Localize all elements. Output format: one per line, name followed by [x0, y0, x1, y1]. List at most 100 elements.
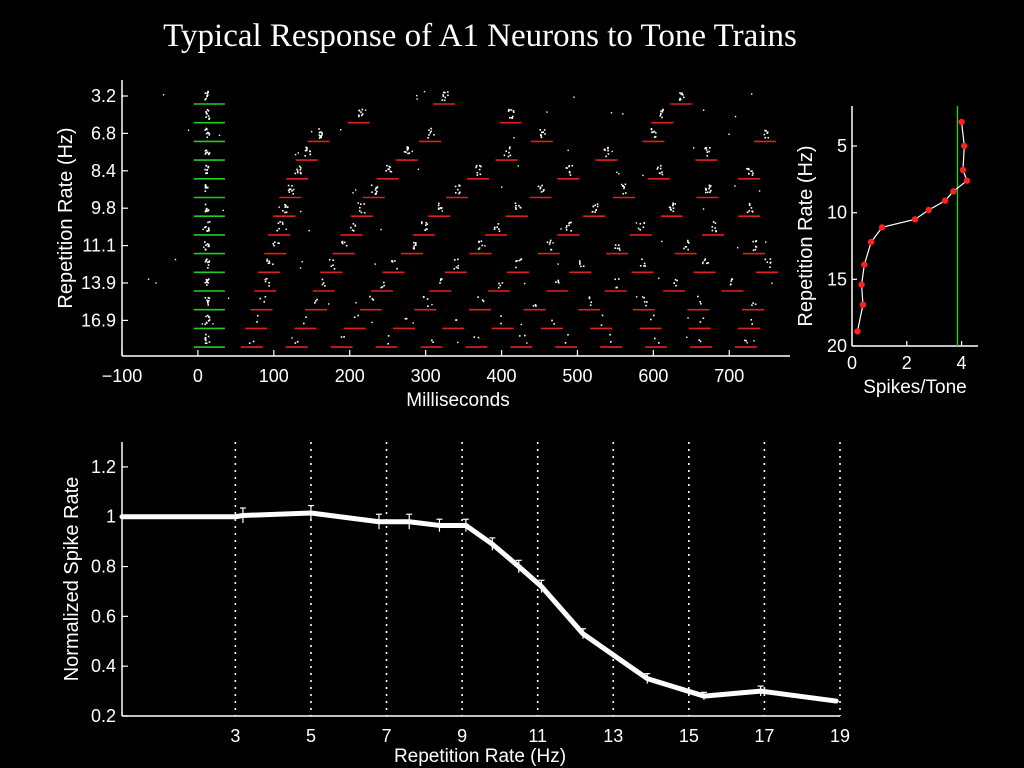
spike-dot — [687, 248, 689, 251]
spike-dot — [284, 206, 286, 208]
spike-dot — [657, 166, 659, 169]
spike-dot — [288, 188, 291, 190]
spike-dot — [212, 323, 214, 325]
spike-dot — [659, 172, 661, 175]
spike-dot — [387, 343, 390, 345]
rate-series-line — [119, 510, 839, 704]
spike-dot — [387, 335, 390, 337]
spike-dot — [515, 266, 517, 269]
spike-dot — [206, 172, 208, 174]
spike-dot — [552, 242, 554, 244]
rate-x-axis-label: Repetition Rate (Hz) — [394, 746, 566, 767]
spikes-data-point — [861, 261, 868, 268]
spike-dot — [431, 339, 433, 342]
spikes-data-point — [859, 301, 867, 308]
spike-dot — [405, 151, 407, 153]
spike-dot — [708, 187, 710, 190]
raster-x-tick-label: 400 — [487, 366, 517, 386]
spike-dot — [494, 226, 496, 229]
spike-dot — [643, 265, 645, 267]
spike-dot — [675, 284, 677, 287]
spike-dot — [514, 202, 517, 205]
rate-x-tick-label: 11 — [528, 726, 547, 746]
spike-dot — [661, 111, 664, 113]
spike-dot — [637, 227, 640, 230]
spike-dot — [686, 336, 688, 338]
spike-dot — [204, 98, 206, 101]
spike-dot — [345, 244, 348, 247]
spike-dot — [425, 224, 427, 227]
spike-dot — [386, 164, 388, 167]
spike-dot — [371, 298, 374, 300]
spike-dot — [639, 264, 642, 267]
spike-dot — [711, 226, 714, 228]
spike-dot — [656, 168, 659, 170]
spike-dot — [623, 187, 625, 190]
spike-dot — [518, 259, 521, 262]
spike-dot — [442, 91, 445, 94]
spike-dot — [320, 136, 322, 139]
spike-dot — [476, 172, 479, 174]
spike-dot — [204, 241, 206, 243]
spike-dot — [285, 204, 287, 207]
spike-dot — [207, 165, 210, 168]
spike-dot — [493, 228, 496, 230]
spike-dot — [454, 259, 456, 261]
spike-dot — [291, 184, 293, 187]
spike-dot — [204, 187, 207, 189]
spike-dot — [204, 342, 207, 344]
spike-dot — [745, 339, 747, 342]
spike-dot — [310, 130, 313, 133]
spike-dot — [407, 152, 409, 155]
spike-dot — [388, 165, 391, 168]
spike-dot — [481, 299, 484, 301]
spike-dot — [352, 222, 355, 225]
rate-x-tick-label: 9 — [457, 726, 467, 746]
spikes-data-point — [958, 118, 965, 126]
spike-dot — [427, 136, 429, 139]
spike-dot — [437, 207, 440, 210]
spike-dot — [278, 242, 280, 245]
spike-dot — [206, 280, 208, 283]
spike-dot — [500, 315, 502, 317]
rate-y-tick-label: 0.8 — [91, 557, 116, 577]
spike-dot — [205, 112, 208, 114]
spike-dot — [304, 149, 307, 152]
spike-dot — [406, 146, 409, 148]
spike-dot — [475, 164, 478, 167]
spike-dot — [620, 183, 623, 186]
spike-dot — [299, 267, 302, 269]
spike-dot — [308, 229, 310, 232]
raster-y-tick-label: 8.4 — [91, 161, 116, 181]
spike-dot — [361, 108, 364, 111]
spike-dot — [699, 300, 701, 303]
spike-dot — [710, 185, 712, 187]
spike-dot — [700, 302, 702, 305]
spike-dot — [299, 210, 302, 213]
spike-dot — [508, 108, 510, 111]
spike-dot — [264, 296, 267, 298]
spike-dot — [510, 109, 513, 111]
spike-dot — [208, 153, 210, 156]
spike-dot — [380, 228, 382, 231]
spike-dot — [266, 258, 269, 261]
spike-dot — [708, 186, 711, 188]
spike-dot — [702, 261, 704, 263]
spike-dot — [641, 296, 644, 298]
spike-dot — [207, 279, 209, 282]
spike-dot — [305, 149, 308, 152]
spike-dot — [207, 264, 210, 266]
spike-dot — [309, 153, 311, 156]
spike-dot — [594, 204, 597, 207]
spike-dot — [707, 262, 710, 264]
spike-dot — [541, 184, 543, 187]
spike-dot — [518, 204, 520, 207]
spike-dot — [321, 283, 324, 286]
spike-dot — [712, 221, 715, 223]
spike-dot — [653, 130, 656, 133]
spike-dot — [622, 184, 624, 187]
raster-y-tick-label: 6.8 — [91, 123, 116, 143]
spike-dot — [357, 202, 359, 204]
spike-dot — [607, 149, 609, 152]
spike-dot — [206, 151, 209, 153]
